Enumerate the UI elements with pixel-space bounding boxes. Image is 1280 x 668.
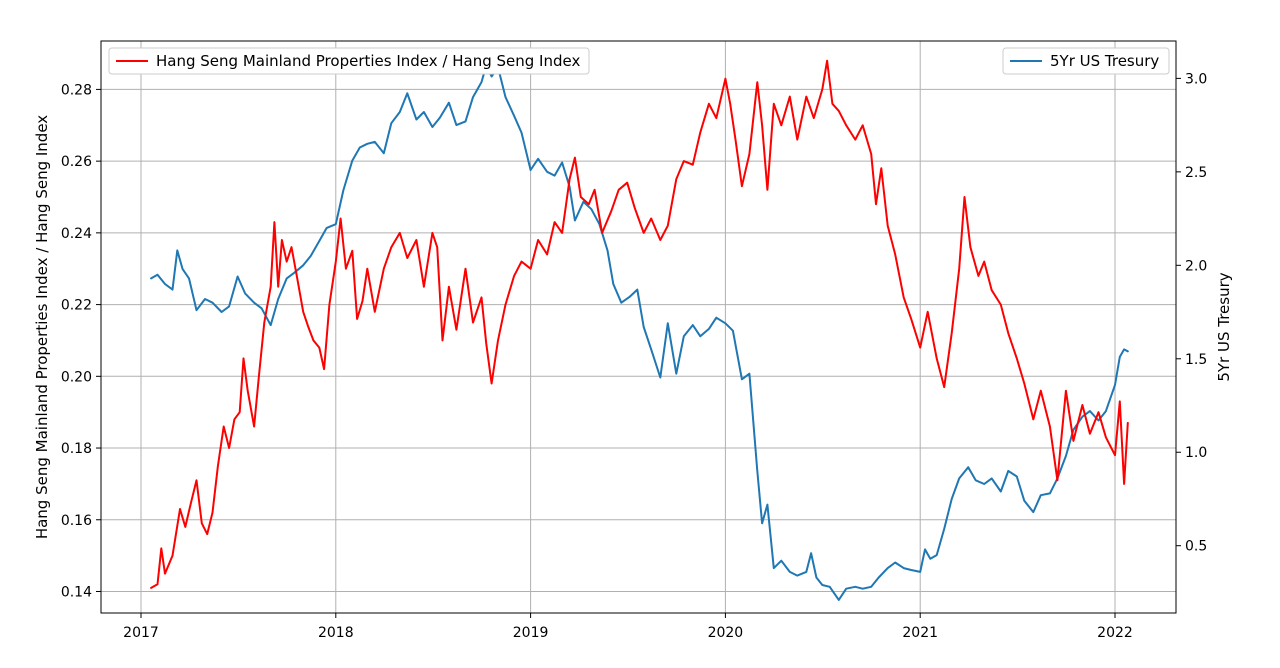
y-right-tick-label: 3.0 (1185, 71, 1207, 87)
legend-left-label: Hang Seng Mainland Properties Index / Ha… (156, 52, 580, 70)
x-tick-label: 2018 (318, 625, 354, 641)
axis-ticks: 2017 2018 2019 2020 2021 2022 0.14 0.16 0.18 0.20… (61, 71, 1207, 641)
mainland-properties-ratio-line (150, 59, 1129, 589)
y-left-tick-label: 0.14 (61, 584, 92, 600)
y-right-axis-title: 5Yr US Tresury (1215, 272, 1233, 381)
y-right-tick-label: 1.0 (1185, 445, 1207, 461)
y-right-tick-label: 2.5 (1185, 165, 1207, 181)
x-tick-label: 2017 (123, 625, 159, 641)
y-left-tick-label: 0.20 (61, 369, 92, 385)
y-left-tick-label: 0.16 (61, 513, 92, 529)
y-left-tick-label: 0.18 (61, 441, 92, 457)
series-layer (150, 59, 1129, 601)
gridlines (101, 41, 1176, 613)
y-left-axis-title: Hang Seng Mainland Properties Index / Ha… (33, 115, 51, 539)
y-left-tick-label: 0.28 (61, 82, 92, 98)
y-left-tick-label: 0.22 (61, 298, 92, 314)
x-tick-label: 2022 (1097, 625, 1133, 641)
y-left-tick-label: 0.26 (61, 154, 92, 170)
y-right-tick-label: 1.5 (1185, 352, 1207, 368)
y-left-tick-label: 0.24 (61, 226, 92, 242)
legend-right: 5Yr US Tresury (1002, 47, 1170, 75)
y-right-tick-label: 2.0 (1185, 258, 1207, 274)
legend-left-box (108, 47, 590, 75)
legend-right-label: 5Yr US Tresury (1050, 52, 1159, 70)
legend-left: Hang Seng Mainland Properties Index / Ha… (108, 47, 590, 75)
legend-right-box (1002, 47, 1170, 75)
y-right-tick-label: 0.5 (1185, 539, 1207, 555)
plot-frame (100, 40, 1177, 614)
x-tick-label: 2021 (902, 625, 938, 641)
treasury-yield-line (150, 64, 1129, 601)
x-tick-label: 2019 (513, 625, 549, 641)
x-tick-label: 2020 (708, 625, 744, 641)
